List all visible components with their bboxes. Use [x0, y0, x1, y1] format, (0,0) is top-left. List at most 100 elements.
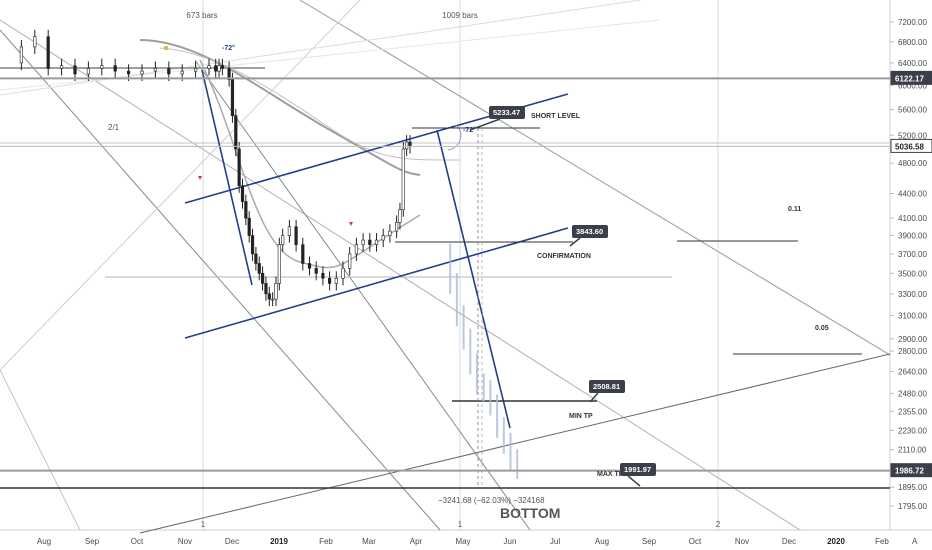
candle-body	[394, 222, 399, 232]
cycle-mark-3: 2	[716, 520, 721, 529]
y-tick-label: 3100.00	[898, 312, 927, 321]
callout-box	[489, 106, 525, 119]
y-tick-label: 6400.00	[898, 59, 927, 68]
candle-body	[381, 235, 385, 241]
y-tick-label: 2230.00	[898, 426, 927, 435]
month-label: Oct	[131, 537, 144, 546]
candle-body	[237, 148, 241, 186]
fan-line-left	[0, 369, 81, 531]
candle-body	[214, 65, 218, 72]
level-label: MAX TP	[597, 471, 624, 478]
candle-body	[86, 68, 90, 75]
y-tick-label: 2900.00	[898, 335, 927, 344]
candle-body	[127, 70, 131, 75]
candle-body	[260, 272, 265, 284]
drop-line-1	[201, 69, 253, 286]
candle-body	[361, 239, 365, 245]
candle-body	[100, 65, 104, 69]
callout-pointer	[569, 237, 581, 247]
highlight-marker	[164, 46, 168, 50]
candle-body	[153, 68, 158, 72]
price-tag-box	[890, 70, 932, 85]
candle-body	[368, 239, 372, 245]
ratio-label-005: 0.05	[815, 325, 829, 332]
candle-body	[254, 253, 258, 264]
candle-body	[194, 68, 198, 72]
candle-body	[250, 235, 255, 255]
candle-body	[388, 230, 392, 236]
month-label: Mar	[362, 537, 376, 546]
ratio-label-011: 0.11	[788, 206, 801, 213]
month-label: Sep	[642, 537, 657, 546]
price-axis[interactable]: 7200.00 6800.00 6400.00 6000.00 5600.00 5200.…	[890, 18, 932, 511]
sell-marker-icon	[198, 176, 202, 180]
candle-body	[271, 298, 275, 301]
y-tick-label: 2110.00	[898, 446, 927, 455]
callout-pointer	[627, 475, 641, 487]
month-label: Dec	[225, 537, 239, 546]
y-tick-label: 2480.00	[898, 389, 927, 398]
level-label: MIN TP	[569, 413, 593, 420]
y-tick-label: 1795.00	[898, 502, 927, 511]
candle-body	[180, 70, 184, 75]
bars-label-1009: 1009 bars	[442, 11, 478, 20]
moving-average-100	[159, 47, 461, 161]
callout-box	[589, 380, 625, 393]
price-tag-label: 1986.72	[895, 467, 924, 476]
candle-body	[277, 244, 281, 284]
price-tag-box	[890, 138, 932, 153]
price-tag-box	[890, 463, 932, 478]
month-label: Aug	[37, 537, 51, 546]
measure-label: −3241.68 (−62.03%) −324168	[438, 496, 545, 505]
price-tag-label: 5036.58	[895, 142, 924, 151]
month-label: Sep	[85, 537, 100, 546]
projected-path	[449, 243, 519, 479]
callout-pointer	[589, 392, 599, 403]
month-label: Feb	[319, 537, 333, 546]
callout-label: 5233.47	[493, 108, 520, 117]
level-label: CONFIRMATION	[537, 253, 591, 260]
auto-scale-button: A	[912, 537, 918, 546]
candle-body	[294, 226, 298, 245]
y-tick-label: 6000.00	[898, 81, 927, 90]
candle-body	[220, 65, 225, 69]
candle-body	[257, 263, 261, 274]
candle-body	[240, 185, 245, 202]
callout-box	[620, 463, 656, 476]
fib-label: 2/1	[108, 123, 120, 132]
candle-body	[334, 277, 338, 284]
candle-body	[19, 46, 24, 64]
bars-label-673: 673 bars	[186, 11, 217, 20]
angle-label-1: -72°	[222, 44, 235, 52]
time-axis[interactable]: Aug Sep Oct Nov Dec 2019 Feb Mar Apr May Jun Jul Aug…	[37, 537, 918, 546]
candle-body	[264, 283, 268, 295]
month-label: 2019	[270, 537, 288, 546]
candle-body	[398, 209, 402, 223]
month-label: 2020	[827, 537, 845, 546]
y-tick-label: 3300.00	[898, 290, 927, 299]
trend-lines	[0, 0, 891, 534]
candle-body	[46, 36, 50, 69]
y-tick-label: 1895.00	[898, 483, 927, 492]
callout-label: 1991.97	[624, 465, 651, 474]
candle-body	[341, 268, 345, 279]
candle-body	[230, 79, 235, 117]
candle-body	[267, 293, 271, 300]
candle-body	[244, 201, 248, 219]
y-tick-label: 5600.00	[898, 105, 927, 114]
candle-body	[59, 65, 64, 69]
candle-body	[33, 36, 37, 48]
month-label: Apr	[410, 537, 423, 546]
month-label: Feb	[875, 537, 889, 546]
y-tick-label: 5200.00	[898, 131, 927, 140]
candle-body	[401, 148, 405, 211]
candle-body	[327, 277, 332, 284]
axis-background	[890, 0, 932, 550]
month-label: Jun	[504, 537, 517, 546]
month-label: Aug	[595, 537, 609, 546]
month-label: Dec	[782, 537, 796, 546]
candle-body	[207, 65, 211, 69]
y-tick-label: 4800.00	[898, 159, 927, 168]
